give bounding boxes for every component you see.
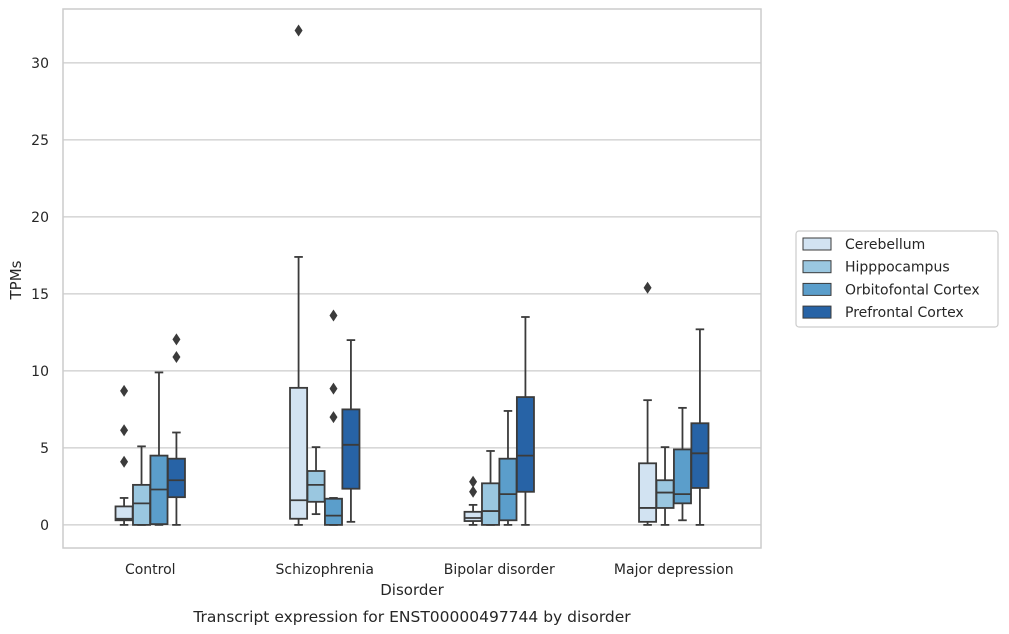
box-2-2 — [498, 410, 518, 526]
x-tick-labels: Control Schizophrenia Bipolar disorder Majo… — [125, 562, 734, 578]
box — [481, 482, 500, 526]
box-3-3 — [690, 328, 710, 526]
grid-lines — [63, 62, 761, 526]
outlier-point — [120, 455, 129, 468]
outlier-point — [329, 411, 338, 424]
box — [673, 448, 692, 505]
box-1-2 — [481, 450, 500, 526]
outlier-point — [329, 309, 338, 322]
y-tick-label: 0 — [40, 518, 49, 534]
legend-label: Prefrontal Cortex — [845, 305, 964, 321]
box — [289, 386, 309, 520]
outlier-point — [469, 475, 478, 488]
x-tick-label: Bipolar disorder — [444, 562, 555, 578]
box-0-2 — [463, 475, 483, 526]
legend-swatch — [802, 305, 832, 319]
box — [690, 422, 710, 489]
box-2-1 — [324, 309, 343, 526]
legend-swatch — [802, 237, 832, 251]
outlier-point — [294, 24, 303, 37]
outlier-point — [643, 281, 652, 294]
box-3-0 — [166, 333, 186, 526]
box-1-1 — [306, 446, 326, 516]
box — [638, 462, 658, 523]
box-2-3 — [673, 406, 692, 522]
box-0-3 — [638, 281, 658, 526]
box — [655, 479, 675, 509]
plot-frame — [62, 8, 762, 549]
box — [306, 470, 326, 503]
outlier-point — [172, 351, 181, 364]
box-2-0 — [149, 371, 169, 526]
box-0-1 — [289, 24, 309, 526]
legend-label: Hipppocampus — [845, 260, 950, 276]
x-tick-label: Schizophrenia — [276, 562, 374, 578]
legend-label: Cerebellum — [845, 237, 925, 253]
outlier-point — [172, 333, 181, 346]
box-plots — [114, 24, 710, 526]
y-tick-label: 5 — [40, 441, 49, 457]
legend-swatch — [802, 282, 832, 296]
legend-label: Orbitofontal Cortex — [845, 282, 980, 298]
box-3-1 — [341, 339, 361, 523]
box-3-2 — [515, 316, 535, 526]
box — [166, 457, 186, 499]
y-tick-label: 10 — [31, 364, 49, 380]
x-tick-label: Control — [125, 562, 176, 578]
box-1-0 — [132, 445, 151, 526]
y-tick-label: 20 — [31, 210, 49, 226]
box-0-0 — [114, 384, 134, 526]
legend-swatch — [802, 260, 832, 274]
box-1-3 — [655, 446, 675, 526]
outlier-point — [329, 382, 338, 395]
outlier-point — [469, 485, 478, 498]
legend-frame — [795, 230, 999, 328]
legend: Cerebellum Hipppocampus Orbitofontal Corte… — [795, 230, 999, 328]
box — [515, 396, 535, 493]
outlier-point — [120, 424, 129, 437]
outlier-point — [120, 384, 129, 397]
y-tick-label: 15 — [31, 287, 49, 303]
box — [324, 497, 343, 526]
x-tick-label: Major depression — [614, 562, 734, 578]
box — [498, 457, 518, 522]
y-tick-label: 30 — [31, 56, 49, 72]
y-axis-label: TPMs — [7, 260, 25, 300]
chart-caption: Transcript expression for ENST0000049774… — [192, 608, 631, 626]
box — [463, 510, 483, 522]
x-axis-label: Disorder — [380, 581, 444, 599]
y-tick-labels: 0 5 10 15 20 25 30 — [31, 56, 49, 534]
y-tick-label: 25 — [31, 133, 49, 149]
box — [132, 483, 151, 526]
box — [341, 408, 361, 490]
